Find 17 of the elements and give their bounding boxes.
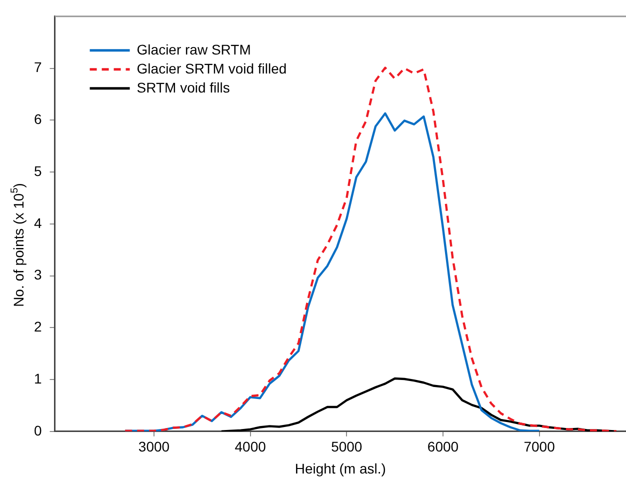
y-tick-label: 1 [34, 370, 42, 386]
y-tick-label: 7 [34, 59, 42, 76]
legend-label: SRTM void fills [136, 79, 230, 96]
legend-label: Glacier SRTM void filled [136, 60, 287, 76]
legend-label: Glacier raw SRTM [136, 41, 251, 58]
x-tick-label: 6000 [427, 438, 459, 455]
x-tick-label: 5000 [331, 438, 362, 455]
x-tick-label: 3000 [138, 438, 170, 455]
x-axis-title: Height (m asl.) [294, 460, 386, 476]
y-tick-label: 4 [34, 214, 42, 231]
y-tick-label: 6 [34, 111, 42, 128]
x-tick-label: 4000 [234, 438, 266, 455]
x-tick-label: 7000 [524, 438, 556, 455]
y-tick-label: 3 [34, 266, 42, 283]
y-tick-label: 0 [34, 422, 42, 438]
y-tick-label: 2 [34, 318, 42, 335]
y-tick-label: 5 [34, 162, 42, 179]
